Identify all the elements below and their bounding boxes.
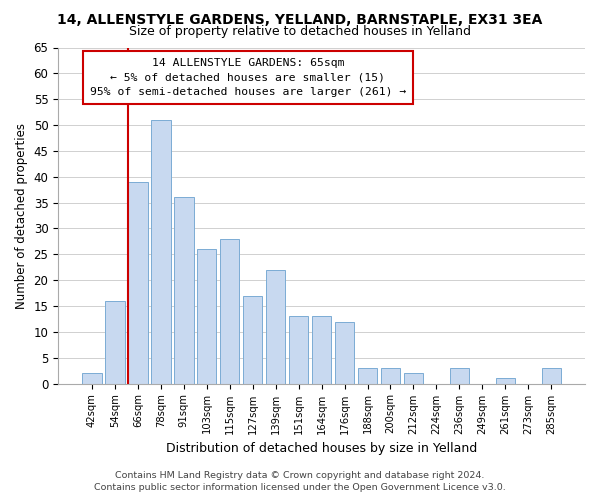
Y-axis label: Number of detached properties: Number of detached properties — [15, 122, 28, 308]
Bar — [289, 316, 308, 384]
Text: 14 ALLENSTYLE GARDENS: 65sqm
← 5% of detached houses are smaller (15)
95% of sem: 14 ALLENSTYLE GARDENS: 65sqm ← 5% of det… — [89, 58, 406, 97]
Bar — [449, 368, 469, 384]
Bar — [542, 368, 561, 384]
Bar — [335, 322, 355, 384]
Bar — [220, 239, 239, 384]
Text: 14, ALLENSTYLE GARDENS, YELLAND, BARNSTAPLE, EX31 3EA: 14, ALLENSTYLE GARDENS, YELLAND, BARNSTA… — [58, 12, 542, 26]
Text: Size of property relative to detached houses in Yelland: Size of property relative to detached ho… — [129, 25, 471, 38]
Bar — [174, 198, 194, 384]
Bar — [496, 378, 515, 384]
Bar — [82, 373, 101, 384]
Bar — [243, 296, 262, 384]
Bar — [358, 368, 377, 384]
Bar — [105, 301, 125, 384]
Bar — [381, 368, 400, 384]
Bar — [404, 373, 423, 384]
Bar — [266, 270, 286, 384]
Bar — [128, 182, 148, 384]
Bar — [197, 249, 217, 384]
Bar — [151, 120, 170, 384]
Bar — [312, 316, 331, 384]
Text: Contains HM Land Registry data © Crown copyright and database right 2024.
Contai: Contains HM Land Registry data © Crown c… — [94, 471, 506, 492]
X-axis label: Distribution of detached houses by size in Yelland: Distribution of detached houses by size … — [166, 442, 477, 455]
